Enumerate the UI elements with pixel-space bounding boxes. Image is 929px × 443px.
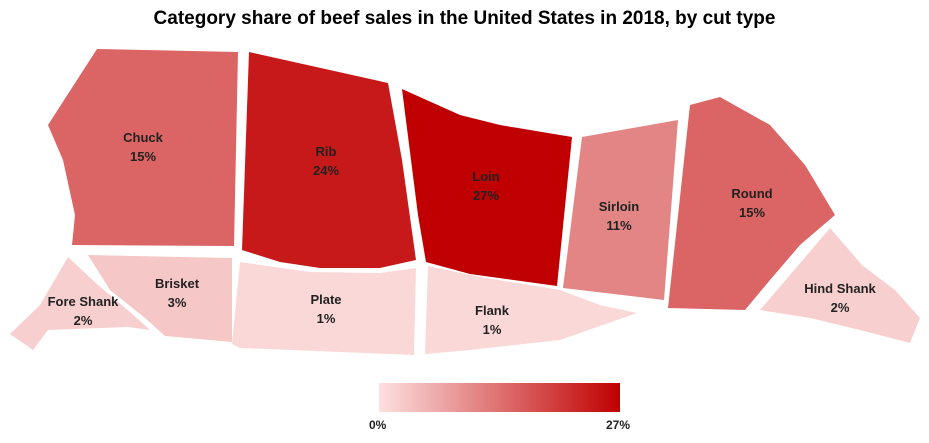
cut-region-brisket xyxy=(88,255,232,342)
cut-value-label-brisket: 3% xyxy=(168,295,187,310)
cut-region-hind-shank xyxy=(760,228,920,343)
cut-region-rib xyxy=(242,52,416,268)
cut-name-label-hind-shank: Hind Shank xyxy=(804,281,876,296)
cut-region-flank xyxy=(425,266,637,354)
cut-name-label-brisket: Brisket xyxy=(155,276,200,291)
cut-value-label-round: 15% xyxy=(739,205,765,220)
color-scale-min-label: 0% xyxy=(369,418,387,432)
cut-value-label-flank: 1% xyxy=(483,322,502,337)
color-scale-max-label: 27% xyxy=(606,418,631,432)
cut-value-label-chuck: 15% xyxy=(130,149,156,164)
cut-shapes xyxy=(10,49,920,355)
cut-region-loin xyxy=(402,89,572,286)
cut-name-label-sirloin: Sirloin xyxy=(599,199,640,214)
cut-name-label-loin: Loin xyxy=(472,169,499,184)
cut-name-label-chuck: Chuck xyxy=(123,130,164,145)
cut-region-plate xyxy=(232,262,416,355)
cut-value-label-loin: 27% xyxy=(473,188,499,203)
cut-region-round xyxy=(668,97,835,310)
cut-value-label-plate: 1% xyxy=(317,311,336,326)
cut-name-label-rib: Rib xyxy=(316,144,337,159)
cut-name-label-plate: Plate xyxy=(310,292,341,307)
cut-name-label-round: Round xyxy=(731,186,772,201)
color-scale-bar xyxy=(379,383,620,412)
cut-region-fore-shank xyxy=(10,257,150,350)
cut-name-label-flank: Flank xyxy=(475,303,510,318)
chart-title: Category share of beef sales in the Unit… xyxy=(153,8,776,29)
cut-region-chuck xyxy=(48,49,238,246)
cut-value-label-sirloin: 11% xyxy=(606,218,632,233)
cut-labels: Chuck 15% Rib 24% Loin 27% Sirloin 11% Round 15% H… xyxy=(48,130,877,337)
cut-value-label-rib: 24% xyxy=(313,163,339,178)
cut-value-label-fore-shank: 2% xyxy=(74,313,93,328)
cut-value-label-hind-shank: 2% xyxy=(831,300,850,315)
cut-region-sirloin xyxy=(563,120,678,300)
cut-name-label-fore-shank: Fore Shank xyxy=(48,294,120,309)
